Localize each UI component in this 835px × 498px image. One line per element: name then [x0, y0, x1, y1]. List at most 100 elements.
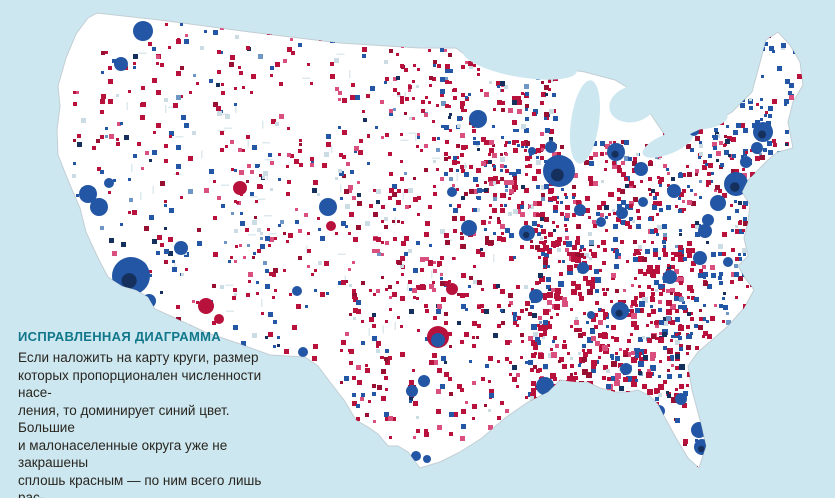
county-dot	[353, 317, 356, 320]
county-dot	[251, 74, 256, 79]
county-dot	[654, 280, 659, 285]
state-line-mark	[406, 282, 409, 291]
county-dot	[633, 197, 638, 202]
state-line-mark	[167, 106, 176, 108]
county-dot	[590, 388, 594, 392]
county-dot	[397, 189, 401, 193]
county-dot	[188, 156, 193, 161]
county-dot	[534, 352, 537, 355]
county-dot	[216, 106, 221, 111]
county-dot	[528, 205, 531, 208]
county-dot	[169, 324, 173, 328]
county-dot	[340, 197, 343, 200]
county-dot	[670, 438, 673, 441]
county-dot	[513, 316, 518, 321]
county-dot	[356, 404, 360, 408]
county-dot	[667, 184, 670, 187]
county-dot	[489, 216, 492, 219]
county-dot	[583, 312, 586, 315]
county-dot	[525, 165, 528, 168]
county-dot	[456, 156, 459, 159]
county-dot	[679, 192, 684, 197]
county-dot	[574, 328, 577, 331]
county-dot	[420, 268, 424, 272]
county-dot	[367, 162, 370, 165]
county-dot	[350, 95, 355, 100]
county-dot	[500, 177, 504, 181]
county-dot	[412, 288, 417, 293]
county-dot	[542, 324, 548, 330]
county-dot	[758, 293, 763, 298]
county-dot	[238, 66, 241, 69]
county-dot	[713, 146, 717, 150]
county-dot	[582, 344, 586, 348]
county-dot	[542, 293, 547, 298]
county-dot	[557, 248, 561, 252]
county-dot	[543, 332, 547, 336]
county-dot	[129, 198, 133, 202]
county-dot	[533, 212, 538, 217]
sacramento-circle	[104, 178, 114, 188]
county-dot	[699, 144, 703, 148]
county-dot	[607, 377, 611, 381]
county-dot	[500, 204, 503, 207]
county-dot	[546, 277, 551, 282]
county-dot	[517, 144, 520, 147]
county-dot	[432, 288, 436, 292]
county-dot	[730, 280, 734, 284]
county-dot	[112, 251, 117, 256]
county-dot	[558, 392, 564, 398]
county-dot	[717, 70, 721, 74]
county-dot	[759, 316, 762, 319]
county-dot	[356, 225, 361, 230]
county-dot	[707, 284, 712, 289]
county-dot	[543, 245, 549, 251]
county-dot	[516, 169, 521, 174]
county-dot	[344, 428, 349, 433]
state-line-mark	[138, 52, 147, 54]
state-line-mark	[305, 245, 308, 254]
county-dot	[658, 257, 661, 260]
county-dot	[627, 396, 632, 401]
county-dot	[341, 340, 346, 345]
county-dot	[741, 54, 745, 58]
county-dot	[235, 245, 238, 248]
county-dot	[541, 229, 546, 234]
county-dot	[144, 226, 149, 231]
county-dot	[457, 293, 460, 296]
county-dot	[670, 292, 673, 295]
oklahoma-red-cluster-circle	[446, 283, 458, 295]
memphis-circle	[529, 289, 543, 303]
county-dot	[509, 301, 513, 305]
county-dot	[678, 305, 682, 309]
county-dot	[152, 239, 157, 244]
county-dot	[185, 34, 188, 37]
county-dot	[651, 288, 654, 291]
county-dot	[538, 273, 543, 278]
county-dot	[445, 77, 448, 80]
county-dot	[433, 360, 438, 365]
county-dot	[712, 51, 716, 55]
county-dot	[509, 361, 512, 364]
county-dot	[250, 91, 253, 94]
county-dot	[521, 201, 524, 204]
county-dot	[671, 364, 674, 367]
county-dot	[525, 156, 530, 161]
county-dot	[714, 304, 717, 307]
county-dot	[746, 285, 749, 288]
county-dot	[291, 51, 295, 55]
county-dot	[708, 62, 712, 66]
county-dot	[545, 128, 550, 133]
county-dot	[481, 309, 485, 313]
county-dot	[651, 241, 654, 244]
county-dot	[638, 245, 642, 249]
county-dot	[229, 62, 234, 67]
county-dot	[593, 224, 597, 228]
county-dot	[536, 429, 540, 433]
county-dot	[433, 261, 436, 264]
county-dot	[350, 170, 354, 174]
county-dot	[713, 71, 718, 76]
county-dot	[533, 365, 537, 369]
county-dot	[263, 171, 268, 176]
county-dot	[433, 160, 436, 163]
